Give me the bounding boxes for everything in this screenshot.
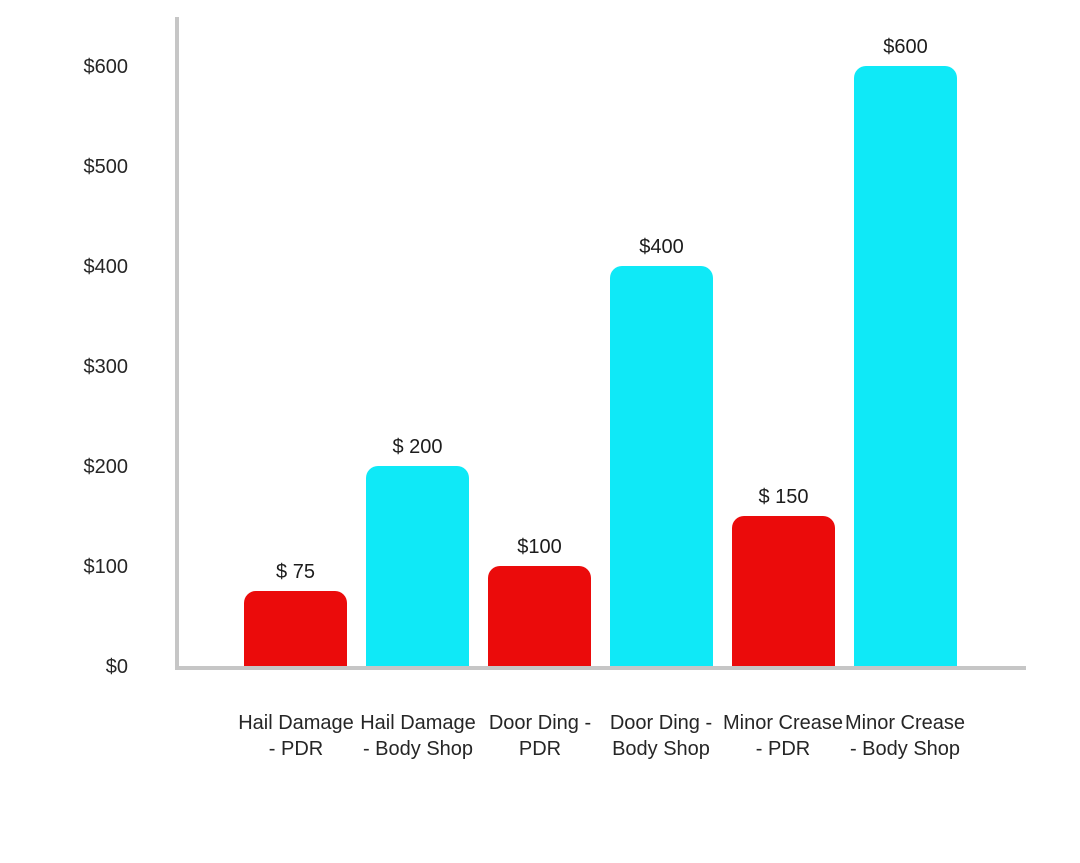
bar-value-label: $400 xyxy=(639,236,684,258)
bar-group-hail-damage-body-shop: $ 200 xyxy=(366,435,469,666)
bar xyxy=(610,266,713,666)
bar xyxy=(488,566,591,666)
x-axis-label-line: - PDR xyxy=(755,738,811,760)
bar-group-minor-crease-body-shop: $600 xyxy=(854,35,957,666)
y-tick-label: $600 xyxy=(83,56,129,78)
y-tick-label: $400 xyxy=(83,256,129,278)
bar xyxy=(732,516,835,666)
x-axis-label-hail-damage-pdr: Hail Damage - PDR xyxy=(229,710,363,762)
bar xyxy=(366,466,469,666)
x-axis-label-line: Minor Crease xyxy=(722,712,844,734)
x-axis-label-line: - Body Shop xyxy=(362,738,474,760)
bar-value-label: $ 150 xyxy=(758,486,809,508)
x-axis-label-minor-crease-pdr: Minor Crease - PDR xyxy=(716,710,850,762)
y-tick-label: $300 xyxy=(83,356,129,378)
x-axis-label-line: - Body Shop xyxy=(849,738,961,760)
x-axis-label-door-ding-pdr: Door Ding - PDR xyxy=(473,710,607,762)
bar xyxy=(854,66,957,666)
x-axis-label-door-ding-body-shop: Door Ding - Body Shop xyxy=(594,710,728,762)
x-axis-label-hail-damage-body-shop: Hail Damage - Body Shop xyxy=(351,710,485,762)
y-tick-label: $200 xyxy=(83,456,129,478)
x-axis-label-minor-crease-body-shop: Minor Crease - Body Shop xyxy=(838,710,972,762)
x-axis-label-line: PDR xyxy=(518,738,562,760)
y-tick-label: $100 xyxy=(83,556,129,578)
bar-group-door-ding-body-shop: $400 xyxy=(610,235,713,666)
x-axis-label-line: Hail Damage xyxy=(360,712,476,734)
y-axis-line xyxy=(175,17,179,670)
x-axis-label-line: - PDR xyxy=(268,738,324,760)
x-axis-label-line: Minor Crease xyxy=(844,712,966,734)
x-axis-label-line: Door Ding - xyxy=(488,712,592,734)
x-axis-label-line: Door Ding - xyxy=(609,712,713,734)
x-axis-label-line: Hail Damage xyxy=(238,712,354,734)
bar-value-label: $ 200 xyxy=(392,436,443,458)
bar-group-door-ding-pdr: $100 xyxy=(488,535,591,666)
y-tick-label: $0 xyxy=(105,656,128,678)
bar-value-label: $ 75 xyxy=(276,561,315,583)
bar-group-hail-damage-pdr: $ 75 xyxy=(244,560,347,666)
bar xyxy=(244,591,347,666)
y-tick-label: $500 xyxy=(83,156,129,178)
x-axis-line xyxy=(175,666,1026,670)
bar-group-minor-crease-pdr: $ 150 xyxy=(732,485,835,666)
bar-value-label: $100 xyxy=(517,536,562,558)
bar-value-label: $600 xyxy=(883,36,928,58)
x-axis-label-line: Body Shop xyxy=(612,738,710,760)
